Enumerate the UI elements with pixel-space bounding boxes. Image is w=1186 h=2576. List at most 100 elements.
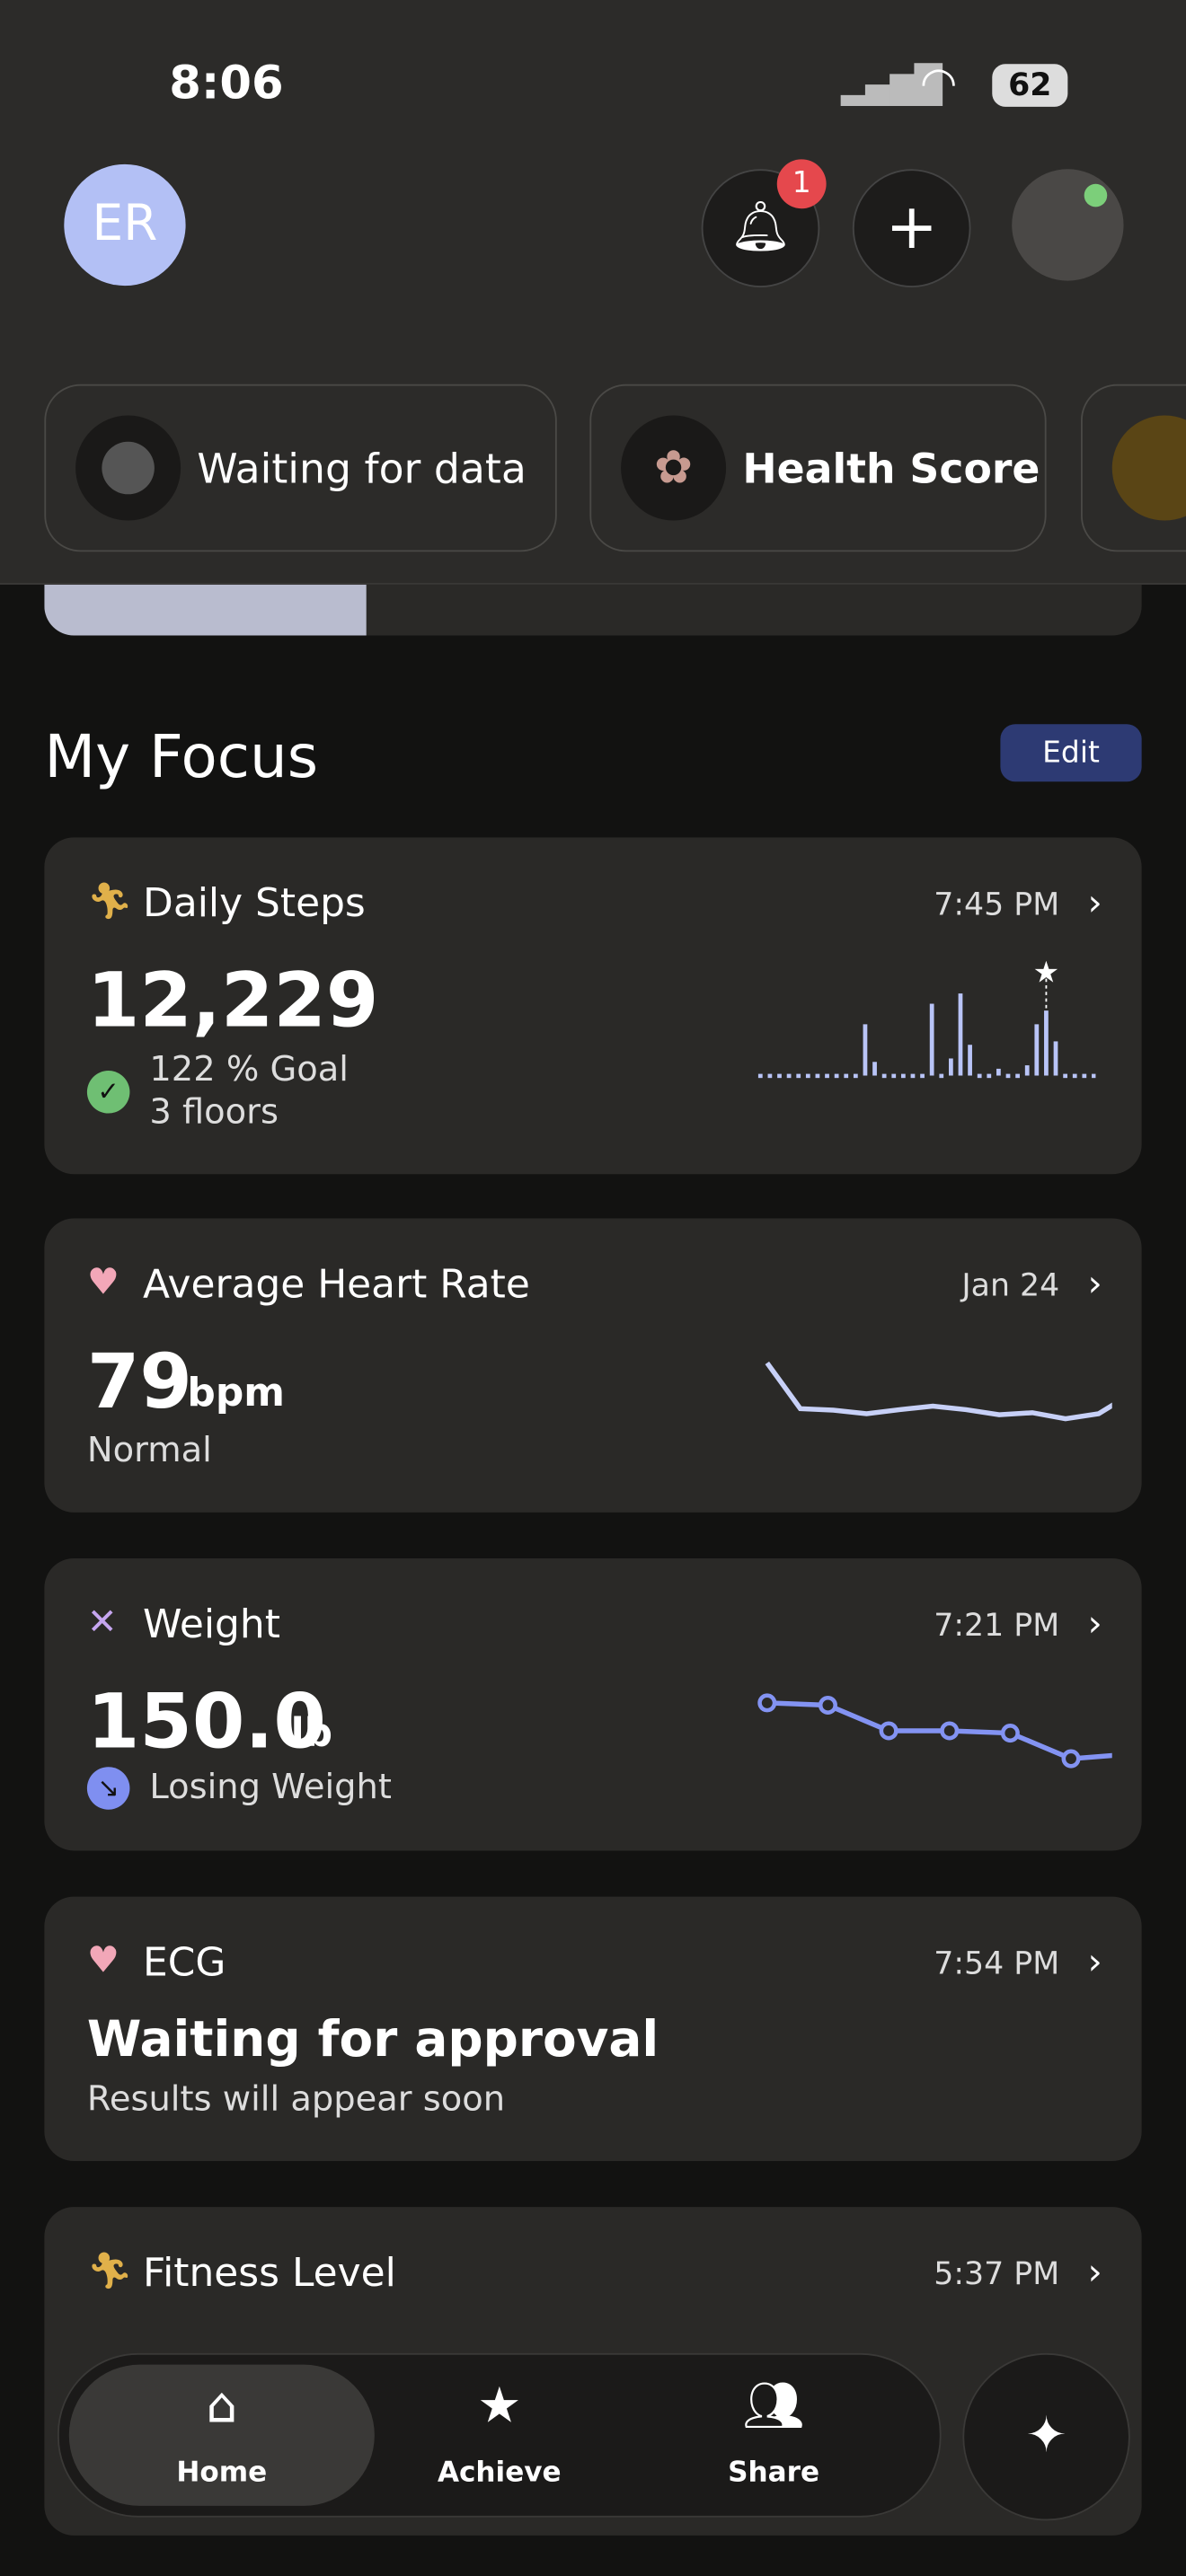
chevron: › — [1087, 1942, 1102, 1984]
step-bar — [929, 1003, 934, 1076]
icon: ♥ — [86, 1262, 119, 1304]
trend-line — [766, 1700, 1112, 1761]
card-time: 5:37 PM — [934, 2256, 1060, 2293]
card[interactable]: ✕ Weight 7:21 PM › 150.0 lb ↘ Losing Weig… — [44, 1558, 1142, 1851]
achieve-icon: ★ — [477, 2378, 522, 2436]
tab-active — [68, 2364, 375, 2506]
icon: ✕ — [86, 1602, 118, 1645]
tab-label[interactable]: Home — [176, 2457, 268, 2490]
card-title: Average Heart Rate — [143, 1261, 530, 1308]
card-title: Weight — [143, 1601, 280, 1647]
card-detail: 3 floors — [149, 1091, 279, 1132]
step-bar — [872, 1062, 877, 1076]
card-title: Fitness Level — [143, 2249, 396, 2296]
step-bar — [977, 1073, 982, 1079]
card-time: 7:45 PM — [934, 887, 1060, 923]
trend-point — [818, 1695, 837, 1715]
chip-label: Waiting for data — [197, 445, 527, 493]
card-value: Waiting for approval — [86, 2011, 659, 2069]
step-bar — [1063, 1073, 1067, 1079]
step-bar — [1082, 1073, 1087, 1079]
card-time: Jan 24 — [961, 1267, 1060, 1304]
step-bar — [863, 1024, 868, 1076]
step-bar — [1072, 1073, 1077, 1079]
assistant-button[interactable]: ✦ — [962, 2352, 1130, 2521]
trend-point — [940, 1721, 960, 1741]
step-bar — [1024, 1065, 1030, 1076]
step-bar — [1005, 1073, 1011, 1079]
trend-line — [765, 1361, 1112, 1422]
add-button[interactable]: + — [852, 169, 971, 287]
step-bar — [767, 1073, 773, 1079]
status-time: 8:06 — [169, 56, 284, 110]
trend-point — [1000, 1724, 1020, 1743]
card-value: 12,229 — [86, 956, 379, 1045]
trend-point — [757, 1693, 777, 1713]
step-bar — [881, 1073, 887, 1079]
step-bar — [920, 1073, 925, 1079]
device-button[interactable] — [1012, 169, 1124, 281]
step-bar — [834, 1073, 839, 1079]
tab-bar: ⌂ Home ★ Achieve 👥︎ Share — [57, 2352, 942, 2518]
icon: ♥ — [86, 1940, 119, 1982]
trend-icon: ↘ — [86, 1767, 130, 1810]
check: ✓ — [86, 1071, 130, 1114]
card[interactable]: 🏃︎ Daily Steps 7:45 PM › 12,229 ✓ 122 % G… — [44, 837, 1142, 1175]
step-bar — [948, 1058, 953, 1076]
battery: 62 — [992, 64, 1068, 107]
card-detail: 122 % Goal — [149, 1049, 349, 1090]
card-value: 79 — [86, 1337, 192, 1425]
goal-star: ★ — [1033, 954, 1060, 989]
step-bar — [757, 1073, 763, 1079]
section-title: My Focus — [44, 724, 318, 792]
tab-label[interactable]: Achieve — [437, 2457, 562, 2490]
card-unit: lb — [290, 1709, 333, 1756]
card[interactable]: ♥ Average Heart Rate Jan 24 › 79 bpm Norm… — [44, 1218, 1142, 1513]
card-detail: Normal — [86, 1430, 212, 1470]
step-bar — [910, 1073, 916, 1079]
step-bar — [1092, 1073, 1096, 1079]
step-bar — [939, 1073, 944, 1079]
step-bar — [996, 1068, 1001, 1076]
step-bar — [987, 1073, 992, 1079]
home-icon: ⌂ — [206, 2378, 238, 2436]
card-time: 7:21 PM — [934, 1607, 1060, 1645]
card[interactable]: ♥ ECG 7:54 PM › Waiting for approval Resu… — [44, 1896, 1142, 2161]
step-bar — [844, 1073, 849, 1079]
chip[interactable] — [1080, 384, 1186, 552]
step-bar — [968, 1045, 972, 1076]
tab-label[interactable]: Share — [728, 2457, 820, 2490]
step-bar — [796, 1073, 801, 1079]
step-bar — [825, 1073, 829, 1079]
notification-badge: 1 — [776, 159, 827, 209]
chevron: › — [1087, 1264, 1102, 1306]
step-bar — [900, 1073, 906, 1079]
step-bar — [777, 1073, 782, 1079]
chip[interactable]: ✿ Health Score — [589, 384, 1047, 552]
card-detail: Results will appear soon — [86, 2078, 506, 2119]
step-bar — [958, 993, 963, 1076]
chip[interactable]: Waiting for data — [44, 384, 557, 552]
step-bar — [786, 1073, 792, 1079]
card-value: 150.0 — [86, 1676, 326, 1766]
step-bar — [815, 1073, 820, 1079]
avatar[interactable]: ER — [64, 163, 186, 287]
card-time: 7:54 PM — [934, 1945, 1060, 1982]
signal: ▂▄▆█ — [841, 66, 943, 107]
chevron: › — [1087, 883, 1102, 925]
chip-label: Health Score — [742, 445, 1040, 493]
chevron: › — [1087, 1604, 1102, 1645]
wifi: ◠ — [919, 58, 958, 109]
share-icon: 👥︎ — [742, 2378, 805, 2436]
card-unit: bpm — [187, 1369, 285, 1416]
edit-button[interactable]: Edit — [1000, 724, 1142, 782]
weight-chart — [757, 1693, 1112, 1769]
steps-chart: ★ — [757, 954, 1096, 1079]
trend-point — [1061, 1749, 1081, 1769]
card-title: ECG — [143, 1939, 226, 1986]
icon: 🏃︎ — [86, 2251, 133, 2293]
step-bar — [1053, 1041, 1058, 1076]
step-bar — [1034, 1024, 1040, 1076]
step-bar — [805, 1073, 810, 1079]
